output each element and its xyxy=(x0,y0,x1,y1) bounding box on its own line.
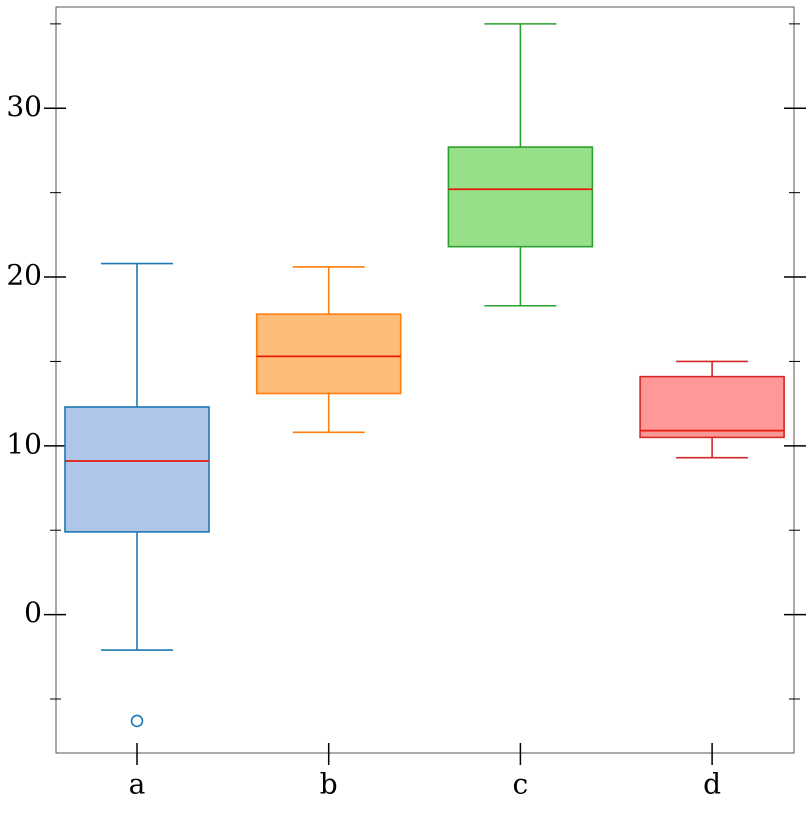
box xyxy=(64,406,210,533)
box xyxy=(447,146,594,248)
y-tick-label: 0 xyxy=(24,596,42,629)
box xyxy=(255,313,402,395)
x-tick-label: c xyxy=(513,768,529,801)
flier xyxy=(130,714,144,728)
y-tick-label: 10 xyxy=(6,427,42,460)
x-tick-label: a xyxy=(129,768,146,801)
x-tick-label: b xyxy=(320,768,338,801)
plot-frame xyxy=(55,6,795,754)
box xyxy=(639,375,785,439)
y-tick-label: 20 xyxy=(6,259,42,292)
x-tick-label: d xyxy=(703,768,721,801)
y-tick-label: 30 xyxy=(6,90,42,123)
